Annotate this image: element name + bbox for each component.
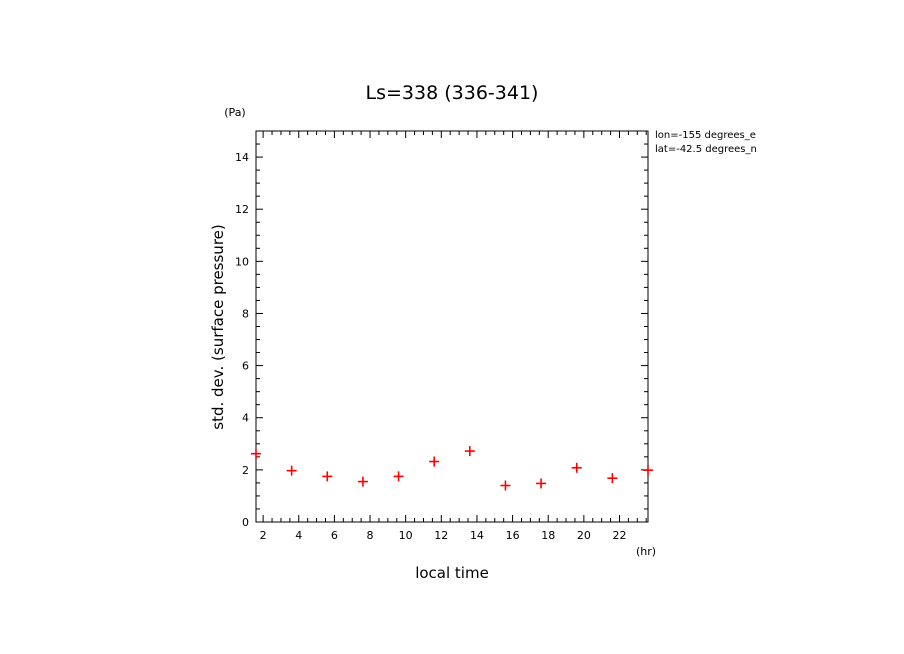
x-tick-label: 2 bbox=[260, 529, 267, 542]
x-axis: 2 4 6 8 10 12 14 16 18 20 22 bbox=[260, 131, 647, 542]
y-tick-label: 4 bbox=[242, 412, 249, 425]
y-axis-label: std. dev. (surface pressure) bbox=[209, 224, 227, 429]
data-series bbox=[251, 446, 653, 491]
data-point bbox=[500, 480, 511, 491]
x-axis-label: local time bbox=[415, 564, 489, 582]
x-tick-label: 16 bbox=[506, 529, 520, 542]
y-tick-label: 6 bbox=[242, 360, 249, 373]
x-tick-label: 4 bbox=[295, 529, 302, 542]
data-point bbox=[429, 456, 440, 467]
data-point bbox=[571, 462, 582, 473]
x-unit-label: (hr) bbox=[636, 545, 656, 558]
x-tick-label: 12 bbox=[434, 529, 448, 542]
x-tick-label: 8 bbox=[367, 529, 374, 542]
y-axis: 0 2 4 6 8 10 12 14 bbox=[235, 130, 648, 529]
y-tick-label: 10 bbox=[235, 255, 249, 268]
x-tick-label: 14 bbox=[470, 529, 484, 542]
x-tick-label: 6 bbox=[331, 529, 338, 542]
data-point bbox=[322, 471, 333, 482]
chart-title: Ls=338 (336-341) bbox=[366, 82, 539, 104]
data-point bbox=[607, 473, 618, 484]
plot-frame bbox=[255, 130, 649, 523]
x-tick-label: 18 bbox=[541, 529, 555, 542]
y-tick-label: 8 bbox=[242, 307, 249, 320]
data-point bbox=[357, 476, 368, 487]
y-tick-label: 14 bbox=[235, 151, 249, 164]
y-tick-label: 0 bbox=[242, 516, 249, 529]
data-point bbox=[464, 446, 475, 457]
annotation-lat: lat=-42.5 degrees_n bbox=[655, 144, 757, 155]
data-point bbox=[393, 471, 404, 482]
x-tick-label: 22 bbox=[612, 529, 626, 542]
data-point bbox=[536, 478, 547, 489]
data-point bbox=[643, 465, 653, 476]
annotation-lon: lon=-155 degrees_e bbox=[655, 130, 756, 141]
y-unit-label: (Pa) bbox=[224, 106, 245, 119]
x-tick-label: 10 bbox=[399, 529, 413, 542]
x-tick-label: 20 bbox=[577, 529, 591, 542]
y-tick-label: 12 bbox=[235, 203, 249, 216]
data-point bbox=[251, 448, 261, 459]
data-point bbox=[286, 465, 297, 476]
y-tick-label: 2 bbox=[242, 464, 249, 477]
